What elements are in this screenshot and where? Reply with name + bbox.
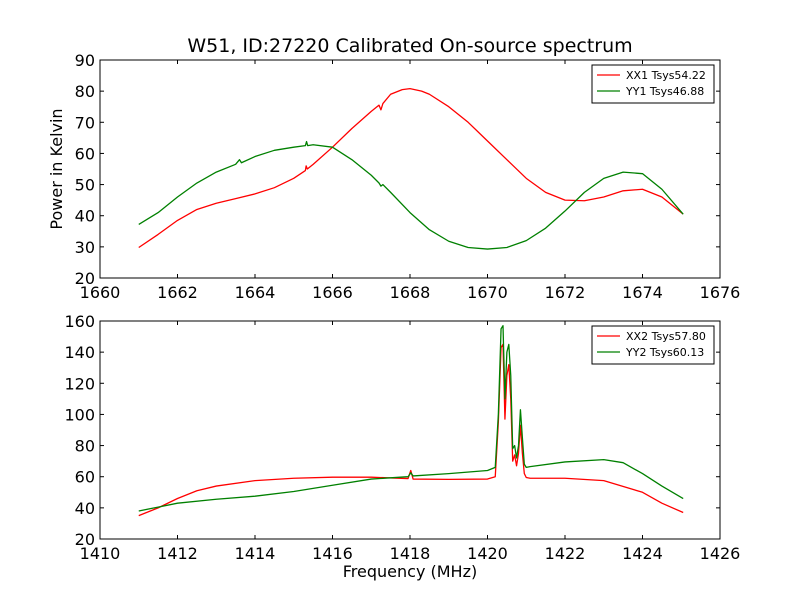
x-tick-label: 1674	[622, 283, 663, 302]
x-tick-label: 1414	[235, 544, 276, 563]
x-tick-label: 1670	[467, 283, 508, 302]
y-tick-label: 80	[75, 82, 95, 101]
y-tick-label: 40	[75, 499, 95, 518]
legend-label: YY2 Tsys60.13	[625, 346, 704, 359]
x-tick-label: 1422	[545, 544, 586, 563]
x-tick-label: 1426	[700, 544, 741, 563]
legend-box	[591, 64, 715, 104]
y-tick-label: 30	[75, 238, 95, 257]
y-tick-label: 50	[75, 176, 95, 195]
y-tick-label: 140	[64, 343, 95, 362]
panel-2: 1410 1412 1414 1416 1418 1420 1422 1424 1426 20 40…	[64, 312, 740, 581]
y-tick-label: 60	[75, 144, 95, 163]
x-axis-label: Frequency (MHz)	[343, 562, 477, 581]
series-line-yy1	[138, 140, 684, 250]
y-tick-label: 80	[75, 437, 95, 456]
y-tick-label: 100	[64, 405, 95, 424]
y-tick-label: 160	[64, 312, 95, 331]
legend-label: YY1 Tsys46.88	[625, 85, 704, 98]
legend: XX1 Tsys54.22 YY1 Tsys46.88	[591, 64, 715, 104]
x-tick-label: 1660	[80, 283, 121, 302]
x-tick-label: 1676	[700, 283, 741, 302]
x-tick-label: 1668	[390, 283, 431, 302]
y-tick-label: 60	[75, 468, 95, 487]
legend-box	[591, 325, 715, 365]
x-tick-label: 1420	[467, 544, 508, 563]
panel-1: 1660 1662 1664 1666 1668 1670 1672 1674 1676 20 30…	[47, 35, 740, 302]
x-tick-label: 1672	[545, 283, 586, 302]
y-tick-label: 70	[75, 113, 95, 132]
x-tick-label: 1416	[312, 544, 353, 563]
x-tick-label: 1410	[80, 544, 121, 563]
x-tick-label: 1418	[390, 544, 431, 563]
x-tick-label: 1666	[312, 283, 353, 302]
y-tick-label: 120	[64, 374, 95, 393]
y-tick-label: 20	[75, 530, 95, 549]
legend: XX2 Tsys57.80 YY2 Tsys60.13	[591, 325, 715, 365]
x-tick-label: 1424	[622, 544, 663, 563]
panels: 1660 1662 1664 1666 1668 1670 1672 1674 1676 20 30…	[47, 35, 740, 581]
series-line-yy2	[138, 325, 684, 512]
chart-title: W51, ID:27220 Calibrated On-source spect…	[187, 35, 632, 57]
legend-label: XX1 Tsys54.22	[626, 69, 706, 82]
y-tick-label: 20	[75, 269, 95, 288]
x-tick-label: 1662	[157, 283, 198, 302]
y-tick-label: 90	[75, 51, 95, 70]
legend-label: XX2 Tsys57.80	[626, 330, 706, 343]
y-tick-label: 40	[75, 207, 95, 226]
x-tick-label: 1412	[157, 544, 198, 563]
y-axis-label: Power in Kelvin	[47, 108, 66, 229]
series-line-xx1	[138, 88, 684, 249]
x-tick-label: 1664	[235, 283, 276, 302]
